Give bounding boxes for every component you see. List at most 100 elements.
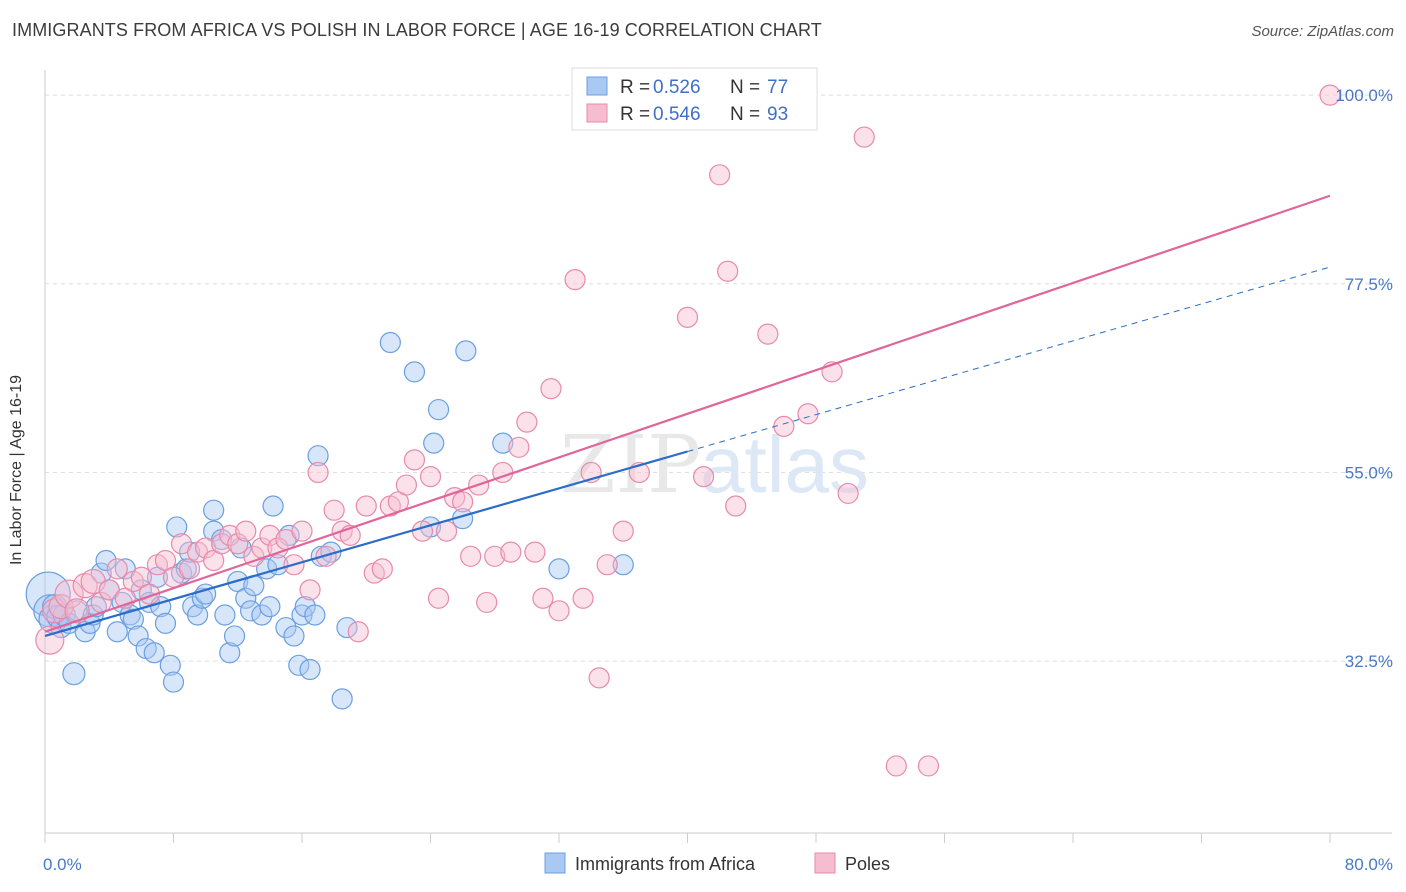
legend-r-label-1: R = <box>620 104 650 125</box>
point-0-64 <box>307 445 329 467</box>
point-0-67 <box>336 616 358 639</box>
point-1-25 <box>235 520 257 542</box>
point-1-39 <box>347 621 369 643</box>
legend-n-label-1: N = <box>730 104 760 125</box>
y-tick-label-0: 100.0% <box>1335 86 1393 105</box>
point-0-75 <box>455 340 477 362</box>
y-tick-label-2: 55.0% <box>1345 463 1393 482</box>
point-0-26 <box>143 642 165 664</box>
point-0-31 <box>162 671 185 693</box>
point-1-83 <box>837 482 859 505</box>
point-1-53 <box>460 545 482 567</box>
y-tick-labels: 100.0% 77.5% 55.0% 32.5% <box>1335 86 1393 671</box>
point-1-50 <box>435 520 458 542</box>
legend-swatch-1 <box>586 103 608 123</box>
point-0-45 <box>223 625 246 647</box>
legend-n-value-1: 93 <box>767 104 788 125</box>
point-1-60 <box>516 411 538 433</box>
point-0-32 <box>166 516 188 538</box>
point-1-62 <box>532 587 554 609</box>
point-0-51 <box>251 604 273 626</box>
legend-n-label-0: N = <box>730 77 760 98</box>
point-0-48 <box>235 587 257 609</box>
point-0-30 <box>159 654 181 676</box>
point-1-78 <box>725 495 747 517</box>
x-tick-label-1: 80.0% <box>1345 855 1393 874</box>
point-0-62 <box>299 658 321 681</box>
point-1-61 <box>524 541 546 563</box>
point-1-40 <box>355 495 377 517</box>
point-0-69 <box>379 331 401 354</box>
point-1-81 <box>797 403 819 425</box>
point-1-4 <box>64 598 90 624</box>
point-0-35 <box>178 541 201 563</box>
point-1-84 <box>853 126 875 148</box>
chart-title: IMMIGRANTS FROM AFRICA VS POLISH IN LABO… <box>12 20 822 40</box>
bottom-legend-swatch-1 <box>814 852 836 874</box>
bottom-legend: Immigrants from Africa Poles <box>544 852 890 874</box>
point-1-87 <box>1319 84 1341 106</box>
point-1-48 <box>419 466 442 488</box>
legend-r-label-0: R = <box>620 77 650 98</box>
watermark-atlas: atlas <box>700 420 869 509</box>
point-1-64 <box>548 600 570 622</box>
point-1-47 <box>411 520 434 542</box>
point-1-2 <box>48 594 74 620</box>
point-1-20 <box>195 537 217 559</box>
point-1-29 <box>267 537 289 559</box>
point-1-66 <box>572 587 594 609</box>
point-1-5 <box>72 573 98 599</box>
point-1-69 <box>596 554 618 576</box>
point-0-8 <box>62 662 86 686</box>
legend-r-value-0: 0.526 <box>653 77 701 98</box>
legend-n-value-0: 77 <box>767 77 788 98</box>
point-0-68 <box>331 688 353 710</box>
point-0-37 <box>186 604 209 626</box>
point-1-22 <box>211 533 233 555</box>
point-1-36 <box>323 499 345 521</box>
point-1-63 <box>540 378 562 400</box>
point-1-65 <box>564 269 586 291</box>
bottom-legend-label-0: Immigrants from Africa <box>575 854 756 874</box>
point-1-68 <box>588 667 610 689</box>
point-0-21 <box>122 608 144 630</box>
legend-swatch-0 <box>586 76 608 96</box>
legend: R = 0.526 N = 77 R = 0.546 N = 93 <box>571 67 818 131</box>
point-1-55 <box>476 591 498 614</box>
trend-lines <box>44 194 1331 638</box>
legend-box <box>571 67 818 131</box>
point-1-52 <box>452 491 474 513</box>
trend-line-0 <box>44 450 688 638</box>
point-1-77 <box>717 260 739 282</box>
point-1-34 <box>307 461 329 484</box>
point-0-17 <box>106 621 128 643</box>
point-0-56 <box>275 616 297 639</box>
point-0-22 <box>127 625 149 647</box>
point-1-74 <box>676 306 699 328</box>
point-1-9 <box>106 558 128 580</box>
point-1-28 <box>259 524 281 546</box>
point-1-42 <box>371 558 393 580</box>
point-1-49 <box>427 587 450 609</box>
point-0-60 <box>291 604 313 626</box>
point-0-29 <box>154 612 177 634</box>
y-tick-label-1: 77.5% <box>1345 275 1393 294</box>
point-0-76 <box>492 432 514 454</box>
x-tick-label-0: 0.0% <box>43 855 82 874</box>
bottom-legend-label-1: Poles <box>845 854 890 874</box>
x-tick-labels: 0.0% 80.0% <box>43 855 1393 874</box>
point-0-44 <box>219 642 241 664</box>
point-1-56 <box>484 545 506 567</box>
point-1-23 <box>219 524 241 546</box>
trend-line-1 <box>44 194 1331 633</box>
point-1-24 <box>227 533 249 555</box>
point-1-76 <box>709 164 731 186</box>
point-0-70 <box>403 361 426 383</box>
point-1-45 <box>395 474 418 496</box>
bottom-legend-swatch-0 <box>544 852 566 874</box>
point-0-53 <box>259 596 281 618</box>
point-1-3 <box>54 579 84 609</box>
point-1-85 <box>885 755 907 777</box>
point-0-72 <box>423 432 445 454</box>
point-1-26 <box>243 545 265 567</box>
